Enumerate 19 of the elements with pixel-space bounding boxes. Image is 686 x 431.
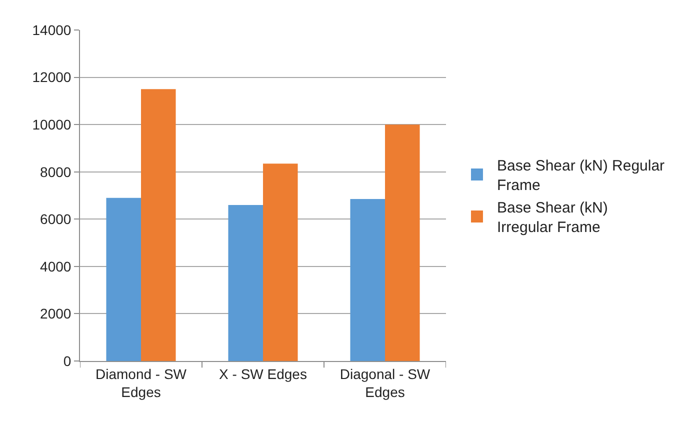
bar	[263, 164, 298, 361]
bar	[106, 198, 141, 361]
bar	[385, 124, 420, 361]
y-tick-label: 8000	[40, 164, 72, 180]
y-tick-label: 6000	[40, 211, 72, 228]
x-tick-label: Diagonal - SW Edges	[340, 366, 431, 400]
y-tick-label: 4000	[40, 258, 72, 274]
y-tick-label: 14000	[32, 22, 72, 38]
legend-label: Base Shear (kN) Irregular Frame	[496, 200, 608, 236]
bar	[141, 89, 176, 361]
x-tick-label: Diamond - SW Edges	[95, 366, 188, 400]
y-tick-label: 0	[63, 352, 72, 369]
bar	[350, 199, 385, 361]
legend-label: Base Shear (kN) Regular Frame	[496, 158, 665, 194]
y-tick-label: 12000	[32, 69, 72, 86]
y-tick-label: 10000	[32, 116, 72, 132]
x-tick-label: X - SW Edges	[219, 366, 307, 382]
y-tick-label: 2000	[40, 306, 72, 322]
bar	[228, 204, 263, 361]
